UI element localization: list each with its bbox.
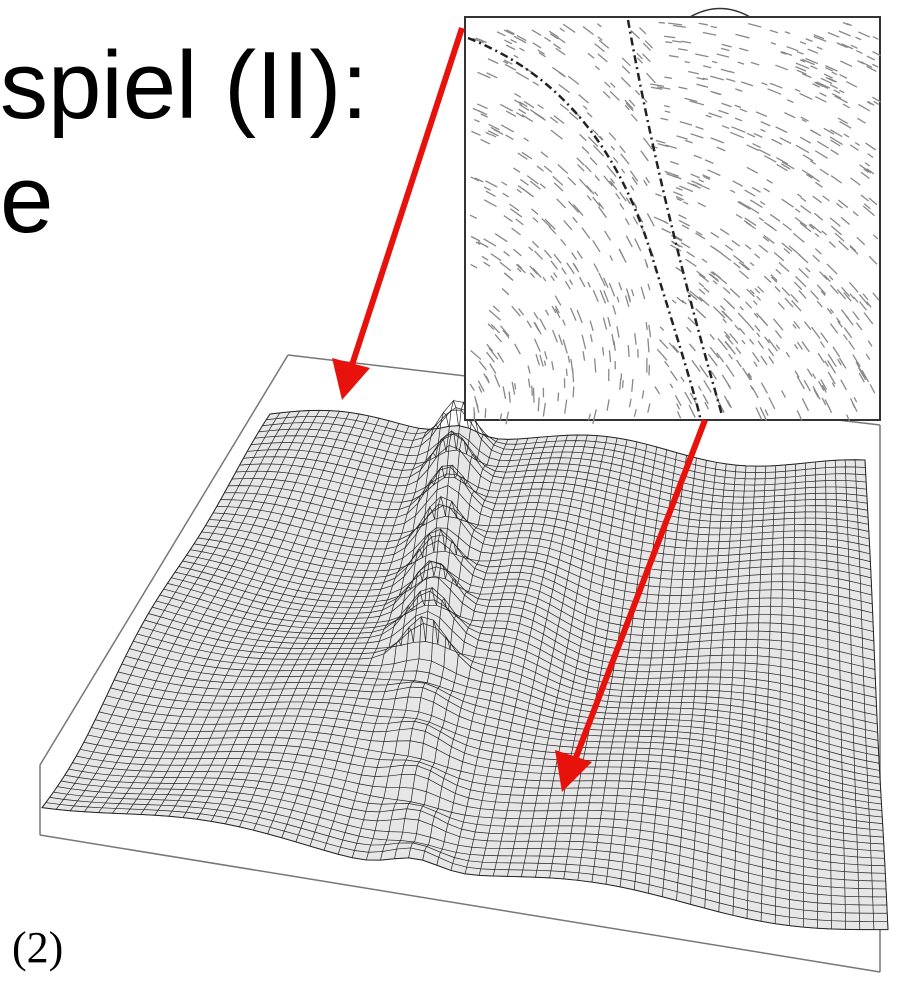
flow-stroke bbox=[573, 386, 574, 397]
mesh-surface bbox=[42, 401, 888, 930]
flow-stroke bbox=[485, 408, 486, 418]
flow-stroke bbox=[558, 393, 559, 402]
title-line: e bbox=[0, 146, 53, 253]
inset-image bbox=[465, 9, 881, 425]
flow-stroke bbox=[474, 407, 475, 420]
slide-canvas: spiel (II): e (2) bbox=[0, 0, 903, 988]
flow-stroke bbox=[659, 22, 665, 23]
flow-stroke bbox=[623, 380, 624, 388]
slide: {"slide": {"title_lines": ["spiel (II):"… bbox=[0, 0, 903, 988]
flow-stroke bbox=[532, 386, 533, 396]
title-line: spiel (II): bbox=[0, 32, 368, 139]
flow-stroke bbox=[566, 369, 567, 376]
flow-stroke bbox=[628, 345, 629, 357]
figure-label: (2) bbox=[12, 923, 63, 972]
flow-stroke bbox=[620, 378, 621, 389]
mesh-fill bbox=[42, 410, 888, 929]
